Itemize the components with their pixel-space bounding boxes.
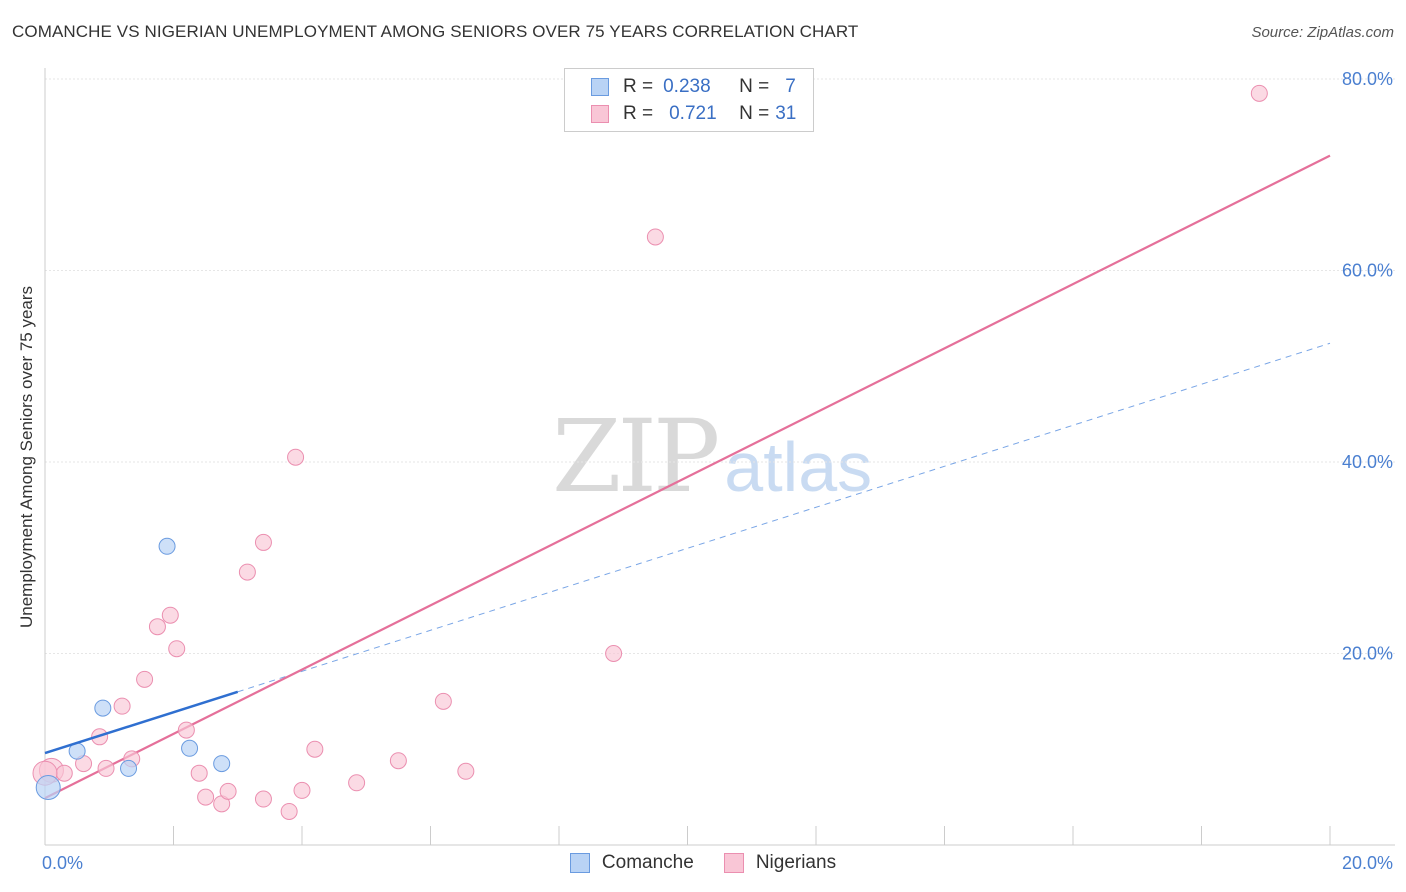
nigerians-point [1250,84,1268,102]
comanche-point [94,699,112,717]
nigerians-point [254,533,272,551]
nigerians-point [190,764,208,782]
legend-swatch-nigerians [591,105,609,123]
y-axis-label: Unemployment Among Seniors over 75 years [17,286,36,628]
legend-swatch-comanche [591,78,609,96]
series-label-nigerians: Nigerians [755,852,837,873]
y-tick-label: 60.0% [1342,261,1393,281]
series-label-comanche: Comanche [601,852,694,873]
nigerians-point [161,606,179,624]
nigerians-trend-line [44,154,1331,800]
series-legend-comanche[interactable]: Comanche [569,852,694,874]
nigerians-point [177,721,195,739]
nigerians-point [306,740,324,758]
nigerians-point [168,640,186,658]
legend-n-value: 31 [775,103,797,124]
comanche-trend-line [44,690,239,755]
series-legend: Comanche Nigerians [0,852,1406,874]
legend-row-nigerians: R = 0.721 N = 31 [565,101,796,127]
nigerians-point [113,697,131,715]
legend-n-label: N = [739,76,770,97]
nigerians-point [238,563,256,581]
legend-row-comanche: R = 0.238 N = 7 [565,74,796,100]
series-legend-nigerians[interactable]: Nigerians [723,852,837,874]
nigerians-point [280,802,298,820]
nigerians-point [434,692,452,710]
comanche-point [158,537,176,555]
comanche-trend-extension [237,342,1331,693]
source-label: Source: ZipAtlas.com [1251,24,1394,41]
nigerians-point [646,228,664,246]
chart-title: COMANCHE VS NIGERIAN UNEMPLOYMENT AMONG … [12,22,859,41]
comanche-point [213,755,231,773]
legend-r-label: R = [623,76,654,97]
y-tick-label: 20.0% [1342,644,1393,664]
legend-r-value: 0.721 [669,103,717,124]
nigerians-point [348,774,366,792]
nigerians-point [457,762,475,780]
nigerians-point [287,448,305,466]
nigerians-point [605,645,623,662]
nigerians-point [389,752,407,770]
legend-r-label: R = [623,103,654,124]
nigerians-point [197,788,215,806]
y-tick-label: 40.0% [1342,452,1393,472]
legend-r-value: 0.238 [663,76,711,97]
legend-n-label: N = [739,103,770,124]
correlation-legend: R = 0.238 N = 7 R = 0.721 N = 31 [564,68,814,132]
nigerians-point [97,759,115,777]
nigerians-point [148,618,166,636]
y-tick-label: 80.0% [1342,69,1393,89]
nigerians-point [293,781,311,799]
series-swatch-nigerians [723,853,744,873]
x-tick-label: 0.0% [42,853,83,873]
legend-n-value: 7 [785,76,796,97]
x-tick-label: 20.0% [1342,853,1393,873]
series-swatch-comanche [569,853,590,873]
comanche-point [181,739,199,757]
comanche-point [120,759,138,777]
nigerians-point [55,764,73,782]
nigerians-point [219,782,237,800]
nigerians-point [254,790,272,808]
comanche-point [35,775,61,801]
nigerians-point [136,670,154,688]
